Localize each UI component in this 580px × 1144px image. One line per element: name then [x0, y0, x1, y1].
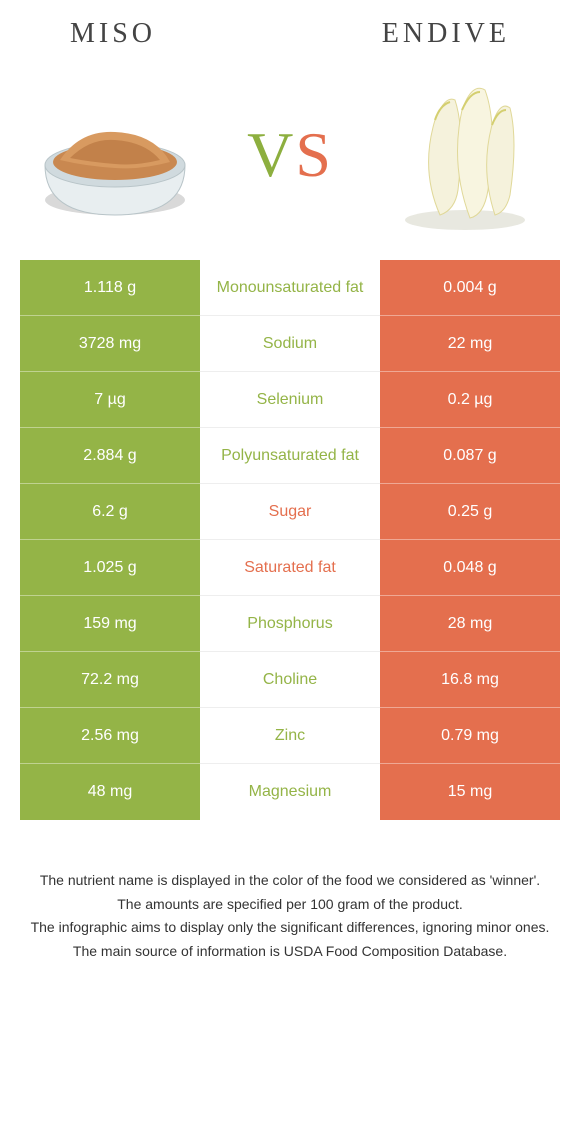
right-value-cell: 0.048 g: [380, 540, 560, 596]
images-row: VS: [0, 60, 580, 260]
right-food-title: ENDIVE: [382, 18, 510, 50]
table-row: 1.118 gMonounsaturated fat0.004 g: [20, 260, 560, 316]
nutrient-name-cell: Phosphorus: [200, 596, 380, 652]
left-value-cell: 72.2 mg: [20, 652, 200, 708]
left-value-cell: 2.56 mg: [20, 708, 200, 764]
vs-s-letter: S: [295, 119, 333, 190]
nutrient-name-cell: Saturated fat: [200, 540, 380, 596]
right-value-cell: 28 mg: [380, 596, 560, 652]
table-row: 1.025 gSaturated fat0.048 g: [20, 540, 560, 596]
left-value-cell: 159 mg: [20, 596, 200, 652]
nutrient-name-cell: Magnesium: [200, 764, 380, 820]
left-value-cell: 1.025 g: [20, 540, 200, 596]
right-value-cell: 15 mg: [380, 764, 560, 820]
left-food-image: [30, 70, 200, 240]
footnote-line: The infographic aims to display only the…: [30, 917, 550, 939]
right-value-cell: 0.2 µg: [380, 372, 560, 428]
endive-icon: [380, 70, 550, 240]
right-value-cell: 0.087 g: [380, 428, 560, 484]
left-food-title: MISO: [70, 18, 156, 50]
table-row: 3728 mgSodium22 mg: [20, 316, 560, 372]
table-row: 7 µgSelenium0.2 µg: [20, 372, 560, 428]
right-value-cell: 0.79 mg: [380, 708, 560, 764]
right-value-cell: 0.004 g: [380, 260, 560, 316]
nutrient-name-cell: Zinc: [200, 708, 380, 764]
table-row: 2.56 mgZinc0.79 mg: [20, 708, 560, 764]
left-value-cell: 2.884 g: [20, 428, 200, 484]
table-row: 6.2 gSugar0.25 g: [20, 484, 560, 540]
footnotes: The nutrient name is displayed in the co…: [0, 820, 580, 963]
nutrient-name-cell: Choline: [200, 652, 380, 708]
footnote-line: The nutrient name is displayed in the co…: [30, 870, 550, 892]
nutrient-name-cell: Sodium: [200, 316, 380, 372]
right-food-image: [380, 70, 550, 240]
left-value-cell: 7 µg: [20, 372, 200, 428]
nutrient-name-cell: Monounsaturated fat: [200, 260, 380, 316]
table-row: 159 mgPhosphorus28 mg: [20, 596, 560, 652]
left-value-cell: 3728 mg: [20, 316, 200, 372]
table-row: 72.2 mgCholine16.8 mg: [20, 652, 560, 708]
nutrient-name-cell: Polyunsaturated fat: [200, 428, 380, 484]
comparison-table: 1.118 gMonounsaturated fat0.004 g3728 mg…: [20, 260, 560, 820]
right-value-cell: 22 mg: [380, 316, 560, 372]
table-row: 2.884 gPolyunsaturated fat0.087 g: [20, 428, 560, 484]
footnote-line: The main source of information is USDA F…: [30, 941, 550, 963]
footnote-line: The amounts are specified per 100 gram o…: [30, 894, 550, 916]
table-row: 48 mgMagnesium15 mg: [20, 764, 560, 820]
vs-v-letter: V: [247, 119, 295, 190]
right-value-cell: 0.25 g: [380, 484, 560, 540]
vs-label: VS: [247, 118, 333, 192]
left-value-cell: 48 mg: [20, 764, 200, 820]
header-row: MISO ENDIVE: [0, 0, 580, 60]
left-value-cell: 6.2 g: [20, 484, 200, 540]
left-value-cell: 1.118 g: [20, 260, 200, 316]
nutrient-name-cell: Selenium: [200, 372, 380, 428]
right-value-cell: 16.8 mg: [380, 652, 560, 708]
nutrient-name-cell: Sugar: [200, 484, 380, 540]
miso-bowl-icon: [30, 70, 200, 240]
